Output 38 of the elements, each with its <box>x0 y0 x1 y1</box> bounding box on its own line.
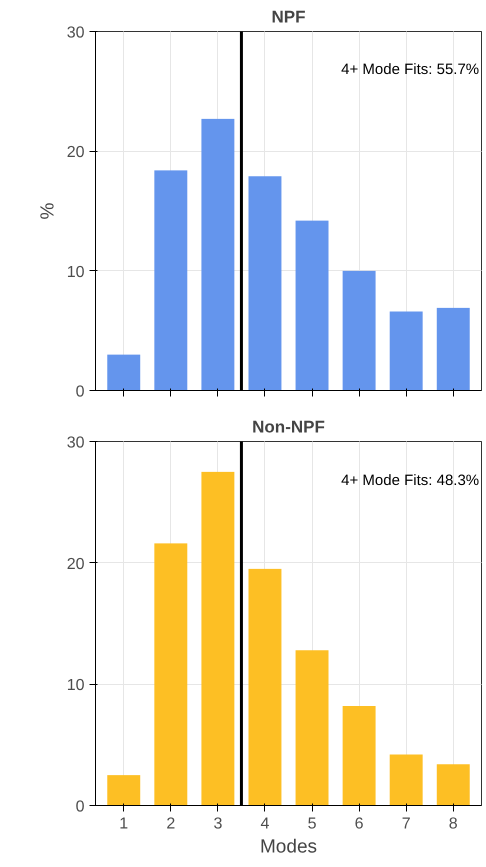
y-tick-label: 10 <box>66 677 85 694</box>
x-tick-label: 8 <box>448 816 458 832</box>
y-tick-label: 30 <box>66 24 85 42</box>
x-tick-label: 4 <box>260 816 270 832</box>
y-tick-label: 20 <box>66 144 85 162</box>
chart-title: Non-NPF <box>252 418 325 436</box>
x-tick-label: 1 <box>119 816 128 832</box>
bar <box>107 354 140 390</box>
x-tick-label: 2 <box>166 816 176 832</box>
bar <box>436 308 470 390</box>
x-tick-label: 7 <box>402 816 411 832</box>
y-tick-label: 30 <box>66 434 85 452</box>
annotation: 4+ Mode Fits: 55.7% <box>341 61 480 78</box>
chart-title: NPF <box>272 8 306 26</box>
bar <box>248 176 282 390</box>
bar <box>154 543 188 806</box>
y-tick-label: 0 <box>76 384 85 400</box>
y-tick-label: 20 <box>66 556 85 573</box>
x-axis-title: Modes <box>260 836 318 858</box>
bar <box>342 270 376 390</box>
bar <box>296 220 329 390</box>
bar <box>248 568 282 806</box>
bar <box>201 472 234 806</box>
y-tick-label: 10 <box>66 264 85 281</box>
y-tick-label: 0 <box>76 798 85 816</box>
bar <box>390 754 423 806</box>
bar <box>296 650 329 806</box>
bar <box>154 170 188 390</box>
bar <box>342 706 376 806</box>
x-tick-label: 3 <box>213 816 222 832</box>
x-tick-label: 6 <box>354 816 364 832</box>
annotation: 4+ Mode Fits: 48.3% <box>341 472 480 489</box>
bar <box>390 312 423 390</box>
bar <box>436 764 470 806</box>
bar <box>201 118 234 390</box>
x-tick-label: 5 <box>308 816 317 832</box>
y-axis-title: % <box>38 202 59 220</box>
bar <box>107 775 140 806</box>
